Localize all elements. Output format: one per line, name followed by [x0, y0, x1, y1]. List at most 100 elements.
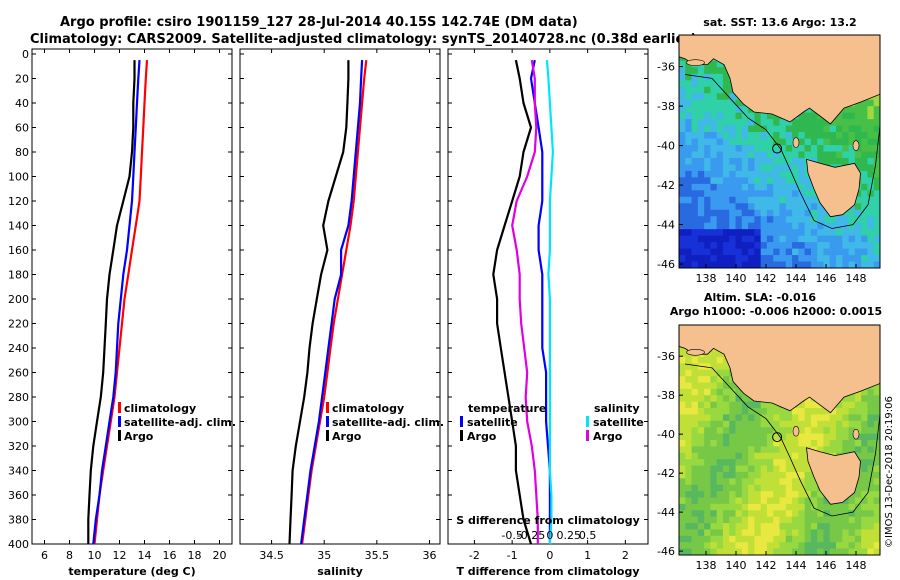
map-cell — [748, 503, 755, 511]
map-cell — [691, 529, 699, 537]
map-cell — [716, 248, 724, 256]
map-cell — [766, 222, 774, 230]
map-cell — [710, 132, 718, 140]
map-cell — [829, 145, 837, 153]
map-y-tick-label: -46 — [657, 258, 675, 271]
x-tick-label: 35.5 — [365, 549, 390, 562]
map-y-tick-label: -40 — [657, 140, 675, 153]
map-cell — [754, 471, 762, 479]
map-cell — [817, 491, 825, 499]
map-cell — [754, 216, 762, 224]
map-cell — [754, 459, 762, 467]
map-x-tick-label: 140 — [726, 272, 747, 285]
map-cell — [842, 503, 850, 511]
map-cell — [710, 376, 718, 384]
map-cell — [704, 433, 712, 441]
map-cell — [854, 125, 862, 133]
map-cell — [679, 440, 686, 447]
map-cell — [722, 516, 730, 524]
depth-tick-label: 20 — [15, 73, 29, 86]
legend-label-s-argo: Argo — [593, 430, 623, 443]
map-cell — [697, 145, 705, 153]
x-tick-label: 10 — [88, 549, 102, 562]
map-cell — [867, 529, 875, 537]
map-cell — [773, 510, 781, 518]
map-cell — [861, 401, 869, 409]
map-cell — [779, 222, 787, 230]
x-tick-label: 18 — [188, 549, 202, 562]
map-cell — [691, 132, 699, 140]
map-cell — [704, 183, 712, 191]
map-cell — [685, 190, 693, 198]
map-cell — [710, 138, 718, 146]
map-cell — [817, 151, 825, 159]
map-cell — [710, 388, 718, 396]
map-cell — [716, 170, 724, 178]
map-cell — [735, 491, 743, 499]
legend-label-t-argo: Argo — [467, 430, 497, 443]
map-cell — [785, 503, 793, 511]
map-cell — [873, 497, 880, 505]
map-cell — [735, 542, 743, 550]
imos-credit: ©IMOS 13-Dec-2018 20:19:06 — [884, 396, 895, 548]
map-cell — [842, 242, 850, 250]
map-cell — [685, 145, 693, 153]
map-cell — [760, 248, 768, 256]
map-cell — [748, 535, 755, 543]
map-cell — [873, 229, 880, 237]
map-cell — [798, 242, 806, 250]
map-cell — [729, 420, 737, 428]
map-cell — [704, 529, 712, 537]
map-cell — [716, 183, 724, 191]
map-cell — [697, 535, 705, 543]
map-cell — [810, 196, 818, 204]
map-cell — [804, 242, 812, 250]
map-cell — [867, 401, 875, 409]
map-cell — [716, 67, 724, 75]
map-cell — [741, 209, 749, 217]
map-cell — [861, 497, 869, 505]
map-cell — [722, 510, 730, 518]
argo-position-marker — [772, 143, 783, 154]
map-cell — [704, 196, 712, 204]
map-cell — [867, 157, 875, 166]
map-cell — [748, 408, 755, 416]
map-cell — [760, 132, 768, 140]
map-cell — [823, 119, 831, 127]
map-cell — [704, 190, 712, 198]
map-cell — [760, 196, 768, 204]
map-cell — [735, 99, 743, 107]
map-cell — [779, 491, 787, 499]
map-cell — [748, 465, 755, 473]
map-cell — [710, 60, 718, 68]
map-cell — [685, 548, 693, 555]
map-cell — [861, 235, 869, 243]
map-cell — [798, 510, 806, 518]
map-cell — [729, 157, 737, 166]
map-cell — [704, 222, 712, 230]
map-cell — [754, 170, 762, 178]
map-cell — [679, 433, 686, 441]
map-cell — [804, 471, 812, 479]
map-cell — [716, 535, 724, 543]
map-cell — [867, 446, 875, 454]
map-cell — [691, 222, 699, 230]
map-cell — [741, 535, 749, 543]
map-cell — [785, 170, 793, 178]
map-cell — [854, 255, 862, 263]
map-cell — [754, 433, 762, 441]
legend-label-climatology: climatology — [332, 402, 404, 415]
map-cell — [741, 216, 749, 224]
map-cell — [691, 516, 699, 524]
map-cell — [697, 209, 705, 217]
map-cell — [754, 164, 762, 172]
map-cell — [741, 164, 749, 172]
map-cell — [754, 440, 762, 447]
map-cell — [873, 478, 880, 486]
map-cell — [704, 516, 712, 524]
map-cell — [792, 510, 799, 518]
map-cell — [873, 242, 880, 250]
map-cell — [779, 235, 787, 243]
map-cell — [735, 255, 743, 263]
map-cell — [785, 209, 793, 217]
